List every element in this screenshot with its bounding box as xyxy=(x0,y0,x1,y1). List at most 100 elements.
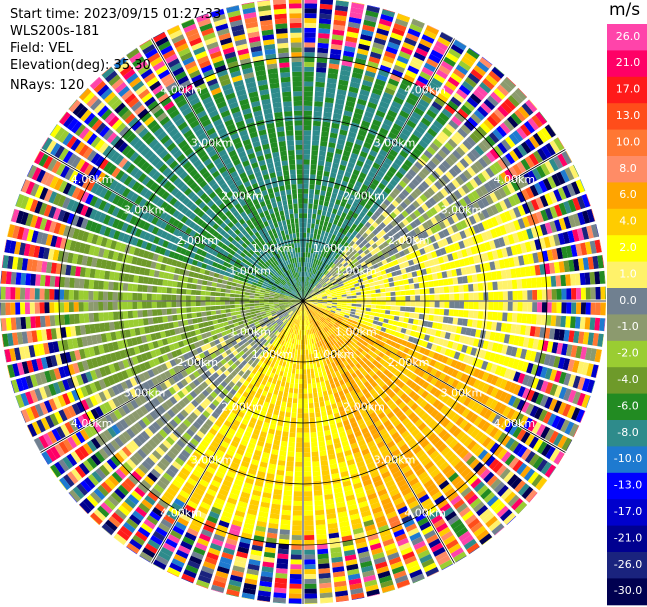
ray-68 xyxy=(166,301,303,578)
ray-103 xyxy=(68,99,303,301)
colorbar-swatch xyxy=(607,261,647,289)
ray-90 xyxy=(0,286,303,301)
ray-106 xyxy=(101,66,303,301)
range-label-4: 4.00km xyxy=(404,84,446,97)
ray-64 xyxy=(226,301,303,598)
colorbar-tick-label: -2.0 xyxy=(617,347,638,360)
ray-84 xyxy=(10,301,303,394)
ray-4 xyxy=(303,4,380,301)
ray-65 xyxy=(210,301,303,594)
ray-78 xyxy=(49,301,303,478)
ray-28 xyxy=(303,270,606,301)
colorbar-tick-label: -4.0 xyxy=(617,373,638,386)
ray-17 xyxy=(303,111,548,301)
ray-37 xyxy=(303,301,586,423)
range-label-2: 2.00km xyxy=(177,234,219,247)
range-label-1: 1.00km xyxy=(313,348,355,361)
colorbar-swatch xyxy=(607,76,647,104)
colorbar-tick-label: 8.0 xyxy=(619,162,637,175)
ray-98 xyxy=(26,164,303,301)
range-label-1: 1.00km xyxy=(335,265,377,278)
ray-114 xyxy=(210,8,303,301)
ray-58 xyxy=(303,301,334,604)
colorbar-swatch xyxy=(607,393,647,421)
colorbar-swatch xyxy=(607,50,647,78)
ray-18 xyxy=(303,124,557,301)
range-label-4: 4.00km xyxy=(494,173,536,186)
scan-info: Start time: 2023/09/15 01:27:33 WLS200s-… xyxy=(10,6,221,94)
ray-25 xyxy=(303,224,600,301)
ray-101 xyxy=(49,124,303,301)
ray-115 xyxy=(226,4,303,301)
ray-16 xyxy=(303,99,538,301)
ray-71 xyxy=(126,301,303,555)
colorbar-swatch xyxy=(607,420,647,447)
spoke-line xyxy=(40,149,304,302)
spoke-line xyxy=(151,38,304,302)
range-label-3: 3.00km xyxy=(441,387,483,400)
ray-107 xyxy=(113,56,303,301)
ray-51 xyxy=(303,301,440,578)
range-label-3: 3.00km xyxy=(374,137,416,150)
ray-33 xyxy=(303,301,603,363)
spoke-line xyxy=(151,300,304,564)
range-label-4: 4.00km xyxy=(160,84,202,97)
colorbar-swatch xyxy=(607,208,647,236)
colorbar-swatch xyxy=(607,129,647,157)
ray-111 xyxy=(166,24,303,301)
ray-89 xyxy=(0,301,303,316)
ray-62 xyxy=(257,301,303,603)
range-label-3: 3.00km xyxy=(441,204,483,217)
ray-118 xyxy=(272,0,303,301)
ray-92 xyxy=(1,255,303,301)
range-label-2: 2.00km xyxy=(221,189,263,202)
colorbar-tick-label: -21.0 xyxy=(614,531,642,544)
ray-66 xyxy=(195,301,303,589)
ray-39 xyxy=(303,301,573,452)
spoke-line xyxy=(302,149,566,302)
range-label-3: 3.00km xyxy=(124,387,166,400)
colorbar-unit: m/s xyxy=(609,0,641,20)
ray-83 xyxy=(15,301,303,409)
ray-63 xyxy=(241,301,303,601)
ray-3 xyxy=(303,1,365,301)
ray-42 xyxy=(303,301,548,491)
ray-35 xyxy=(303,301,596,394)
colorbar-tick-label: 10.0 xyxy=(616,135,641,148)
colorbar-tick-label: 21.0 xyxy=(616,56,641,69)
colorbar-swatch xyxy=(607,525,647,553)
ray-41 xyxy=(303,301,557,478)
colorbar-swatch xyxy=(607,24,647,51)
ray-38 xyxy=(303,301,580,438)
colorbar-tick-label: 26.0 xyxy=(616,30,641,43)
colorbar-tick-label: -6.0 xyxy=(617,399,638,412)
colorbar-tick-label: -17.0 xyxy=(614,505,642,518)
ray-24 xyxy=(303,208,596,301)
range-label-2: 2.00km xyxy=(343,401,385,414)
ray-61 xyxy=(272,301,303,604)
ray-30 xyxy=(303,301,606,316)
range-label-3: 3.00km xyxy=(374,453,416,466)
range-label-1: 1.00km xyxy=(252,242,294,255)
ray-45 xyxy=(303,301,517,526)
ray-79 xyxy=(41,301,303,465)
ray-8 xyxy=(303,24,440,301)
colorbar-swatch xyxy=(607,314,647,342)
ray-75 xyxy=(78,301,303,515)
colorbar-tick-label: -26.0 xyxy=(614,558,642,571)
ray-59 xyxy=(303,301,318,604)
ray-21 xyxy=(303,164,580,301)
ray-56 xyxy=(303,301,365,601)
colorbar-swatch xyxy=(607,578,647,606)
ray-19 xyxy=(303,137,565,301)
ray-43 xyxy=(303,301,538,503)
colorbar-swatch xyxy=(607,446,647,474)
spoke-line xyxy=(302,38,455,302)
ray-96 xyxy=(15,193,303,301)
colorbar-swatch xyxy=(607,235,647,263)
range-label-1: 1.00km xyxy=(252,348,294,361)
colorbar-tick-label: -8.0 xyxy=(617,426,638,439)
colorbar-tick-label: 4.0 xyxy=(619,215,637,228)
ray-6 xyxy=(303,13,411,301)
ray-2 xyxy=(303,0,349,301)
